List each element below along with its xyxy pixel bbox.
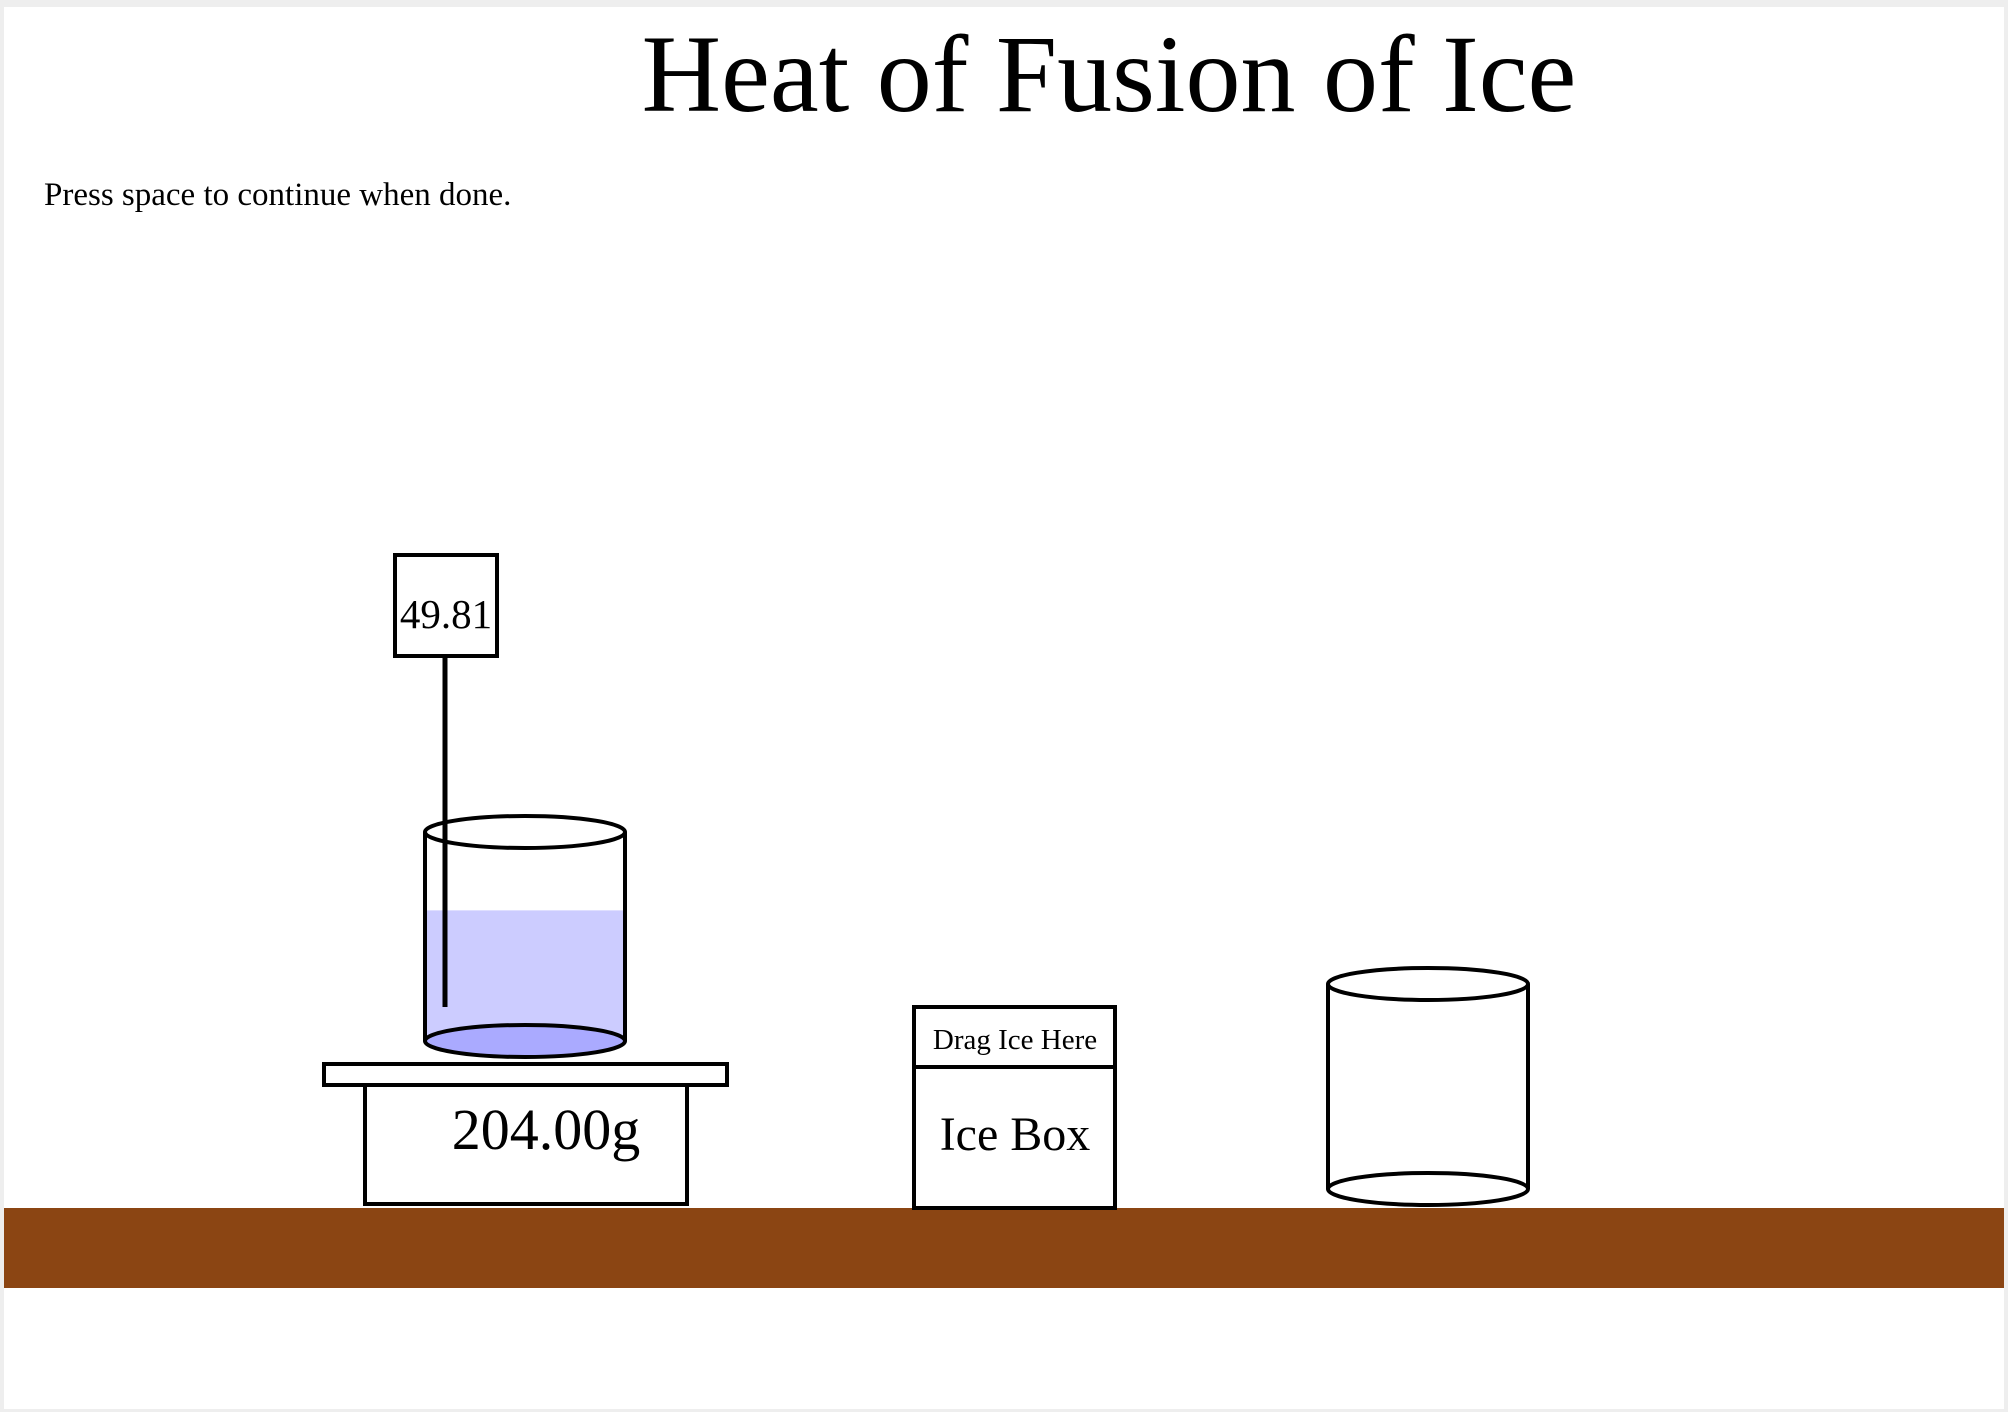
empty-beaker-rim	[1326, 966, 1530, 1002]
thermometer-reading: 49.81	[400, 591, 492, 637]
ice-box-drop-label: Drag Ice Here	[933, 1024, 1097, 1056]
beaker-bottom	[423, 1023, 627, 1059]
lab-scene: 204.00g 49.81 Drag Ice Here Ice Box	[4, 553, 2004, 1288]
scale-base	[363, 1082, 689, 1206]
thermometer-display	[393, 553, 499, 658]
empty-beaker-bottom	[1326, 1171, 1530, 1207]
beaker-on-scale[interactable]	[423, 814, 627, 1059]
scale-reading: 204.00g	[452, 1097, 641, 1162]
page-title: Heat of Fusion of Ice	[641, 13, 1577, 135]
empty-beaker[interactable]	[1326, 966, 1530, 1207]
ice-box-body[interactable]	[912, 1065, 1117, 1210]
scale-platform	[322, 1062, 729, 1087]
beaker-rim	[423, 814, 627, 850]
thermometer[interactable]: 49.81	[393, 553, 499, 1007]
ice-box-label: Ice Box	[940, 1108, 1091, 1161]
digital-scale: 204.00g	[322, 1062, 729, 1206]
ice-box[interactable]: Drag Ice Here Ice Box	[912, 1005, 1117, 1210]
lab-table	[4, 1208, 2004, 1288]
instructions-text: Press space to continue when done.	[44, 177, 512, 213]
simulation-canvas: Heat of Fusion of Ice Press space to con…	[4, 7, 2004, 1409]
water-in-beaker	[425, 910, 625, 1041]
